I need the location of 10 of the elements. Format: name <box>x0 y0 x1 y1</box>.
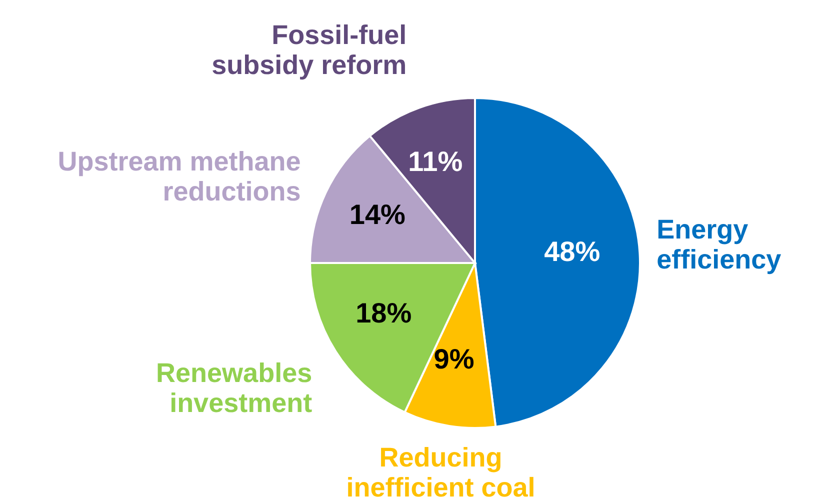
slice-label: Fossil-fuel subsidy reform <box>212 20 407 80</box>
slice-label: Upstream methane reductions <box>58 146 301 206</box>
data-label: 18% <box>356 297 412 328</box>
data-label: 48% <box>544 236 600 268</box>
slice-label: Reducing inefficient coal <box>346 442 536 503</box>
slice-label: Renewables investment <box>156 358 312 418</box>
data-label: 11% <box>408 146 463 178</box>
data-label: 9% <box>434 344 474 375</box>
data-label: 14% <box>349 198 406 230</box>
slice-label: Energy efficiency <box>656 214 782 274</box>
